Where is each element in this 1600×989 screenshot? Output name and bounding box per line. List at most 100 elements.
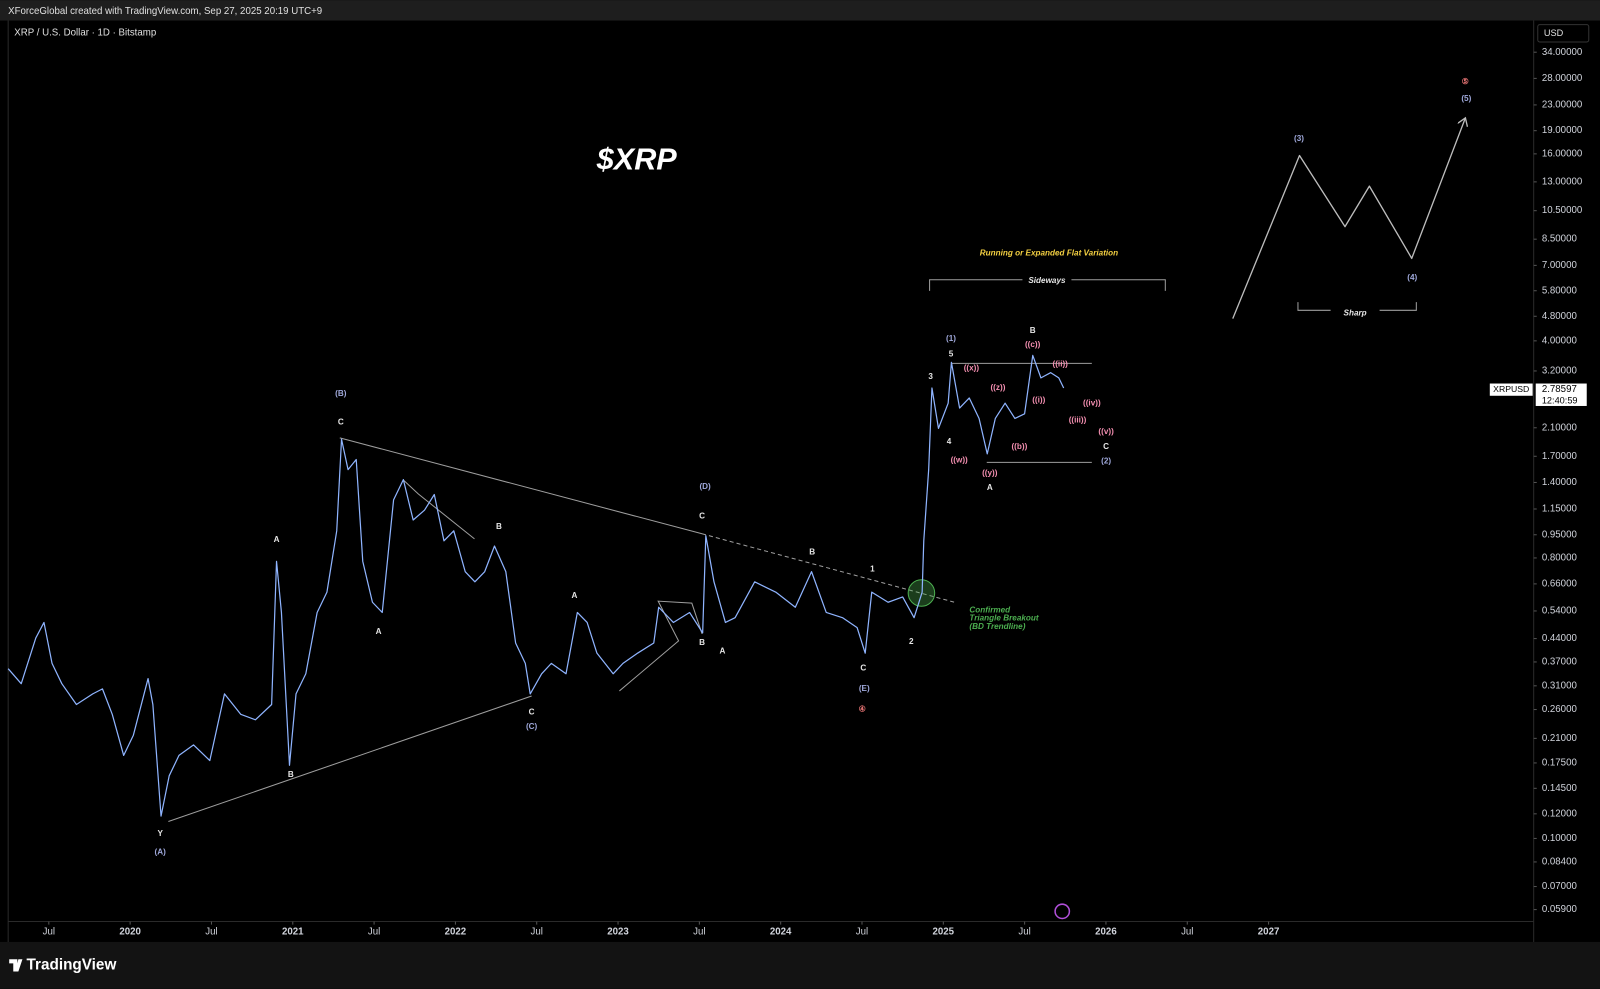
y-tick-label: 0.21000 <box>1542 733 1578 744</box>
drawing <box>619 600 703 692</box>
wave-label: Sharp <box>1344 309 1367 318</box>
x-tick-label: 2026 <box>1095 926 1117 937</box>
wave-label: 3 <box>928 372 933 381</box>
wave-label: Running or Expanded Flat Variation <box>980 248 1118 257</box>
wave-label: (E) <box>859 684 870 693</box>
y-tick-label: 0.66000 <box>1542 578 1578 589</box>
x-tick-label: 2022 <box>445 926 467 937</box>
wave-label: A <box>987 483 993 492</box>
header-bar <box>0 0 1600 21</box>
x-tick-label: Jul <box>1018 926 1030 937</box>
y-tick-label: 10.50000 <box>1542 205 1583 216</box>
wave-label: (BD Trendline) <box>969 622 1025 631</box>
wave-label: B <box>496 522 502 531</box>
wave-label: (4) <box>1407 273 1417 282</box>
y-tick-label: 0.08400 <box>1542 857 1578 868</box>
x-tick-label: Jul <box>368 926 380 937</box>
y-tick-label: 4.00000 <box>1542 335 1578 346</box>
wave-label: (3) <box>1294 134 1304 143</box>
y-tick-label: 19.00000 <box>1542 125 1583 136</box>
y-tick-label: 0.44000 <box>1542 633 1578 644</box>
wave-label: 2 <box>909 637 914 646</box>
wave-label: (B) <box>335 389 347 398</box>
x-tick-label: 2024 <box>770 926 792 937</box>
y-tick-label: 7.00000 <box>1542 260 1578 271</box>
brand: TradingView <box>27 956 117 973</box>
y-tick-label: 13.00000 <box>1542 176 1583 187</box>
y-tick-label: 34.00000 <box>1542 47 1583 58</box>
wave-label: ((v)) <box>1098 427 1114 436</box>
wave-label: C <box>699 512 705 521</box>
price-line <box>1232 118 1466 319</box>
wave-label: A <box>572 591 578 600</box>
wave-label: B <box>699 638 705 647</box>
y-tick-label: 5.80000 <box>1542 285 1578 296</box>
x-tick-label: 2027 <box>1258 926 1280 937</box>
time-left: 12:40:59 <box>1542 395 1578 405</box>
wave-label: B <box>288 770 294 779</box>
wave-label: C <box>860 664 866 673</box>
footer-bar <box>0 941 1600 989</box>
wave-label: Y <box>157 829 163 838</box>
x-tick-label: 2025 <box>933 926 955 937</box>
icon <box>1054 903 1071 920</box>
y-tick-label: 4.80000 <box>1542 311 1578 322</box>
x-tick-label: 2020 <box>119 926 141 937</box>
price-box <box>1535 383 1587 406</box>
wave-label: ((y)) <box>982 469 998 478</box>
bracket <box>1379 302 1417 311</box>
drawings <box>168 279 1417 823</box>
wave-label: 1 <box>870 565 875 574</box>
currency: USD <box>1544 28 1564 38</box>
chart-title: $XRP <box>596 142 678 176</box>
y-tick-label: 23.00000 <box>1542 99 1583 110</box>
bracket <box>929 279 1023 291</box>
drawing <box>402 479 475 540</box>
x-tick-label: Jul <box>531 926 543 937</box>
y-tick-label: 0.05900 <box>1542 904 1578 915</box>
y-tick-label: 0.26000 <box>1542 704 1578 715</box>
bracket <box>1297 302 1331 311</box>
wave-label: (C) <box>526 722 538 731</box>
y-tick-label: 0.12000 <box>1542 808 1578 819</box>
wave-label: ((i)) <box>1032 395 1045 404</box>
ticker: XRPUSD <box>1493 384 1529 394</box>
y-tick-label: 0.17500 <box>1542 758 1578 769</box>
wave-label: (2) <box>1101 456 1111 465</box>
brand-logo <box>9 959 23 972</box>
price-line <box>7 354 1065 817</box>
trendline <box>339 437 703 535</box>
wave-label: Triangle Breakout <box>969 614 1038 623</box>
wave-label: C <box>338 418 344 427</box>
wave-label: A <box>376 627 382 636</box>
y-tick-label: 0.14500 <box>1542 783 1578 794</box>
x-tick-label: Jul <box>43 926 55 937</box>
last-price: 2.78597 <box>1542 384 1577 395</box>
x-tick-label: Jul <box>205 926 217 937</box>
y-tick-label: 0.80000 <box>1542 553 1578 564</box>
wave-label: 4 <box>947 437 952 446</box>
y-tick-label: 8.50000 <box>1542 234 1578 245</box>
x-tick-label: 2021 <box>282 926 304 937</box>
currency-box <box>1537 24 1590 43</box>
header-text: XForceGlobal created with TradingView.co… <box>8 6 322 17</box>
wave-label: C <box>1103 442 1109 451</box>
wave-label: ((iii)) <box>1069 416 1087 425</box>
x-tick-label: Jul <box>693 926 705 937</box>
y-tick-label: 0.10000 <box>1542 833 1578 844</box>
wave-label: ((z)) <box>990 383 1005 392</box>
y-tick-label: 0.95000 <box>1542 529 1578 540</box>
ticker-box <box>1489 383 1533 396</box>
y-tick-label: 0.37000 <box>1542 657 1578 668</box>
wave-label: A <box>720 646 726 655</box>
wave-label: (D) <box>699 482 711 491</box>
wave-label: B <box>1030 326 1036 335</box>
wave-label: (5) <box>1461 94 1471 103</box>
wave-label: Confirmed <box>969 605 1011 614</box>
wave-label: ④ <box>859 704 866 713</box>
wave-label: B <box>809 547 815 556</box>
y-tick-label: 0.54000 <box>1542 606 1578 617</box>
trendline-dashed <box>701 533 955 603</box>
